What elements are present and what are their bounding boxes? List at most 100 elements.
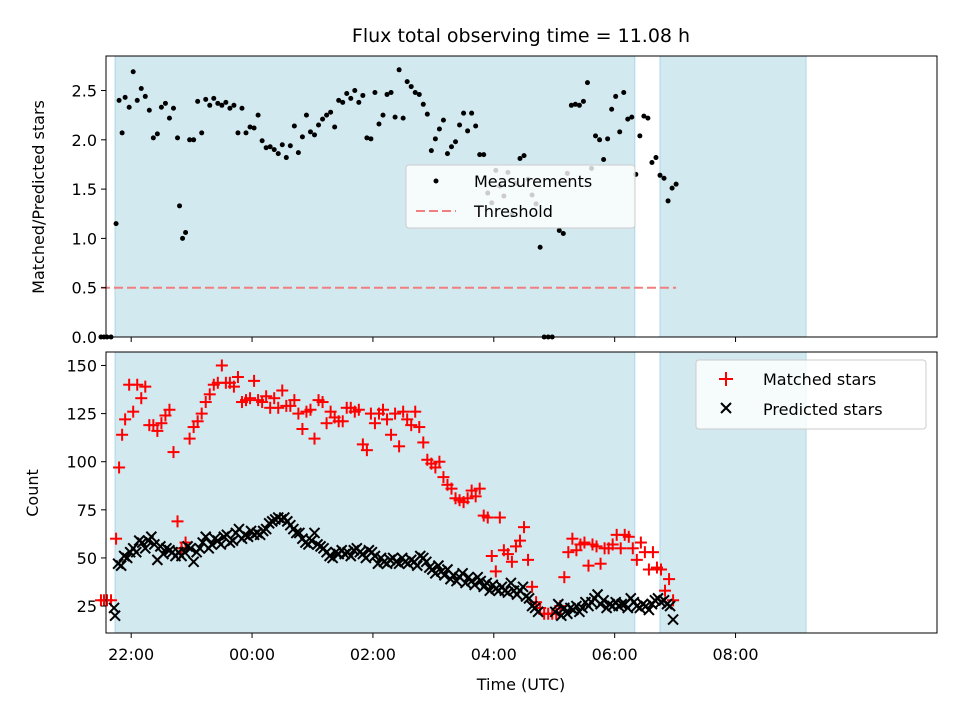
- measurement-point: [162, 100, 168, 106]
- measurement-point: [372, 89, 378, 95]
- matched-star-point: [244, 392, 257, 405]
- predicted-star-point: [293, 527, 306, 539]
- matched-star-point: [493, 511, 506, 524]
- predicted-star-point: [260, 523, 272, 535]
- matched-star-point: [578, 536, 591, 549]
- ratio-y-axis-label: Matched/Predicted stars: [29, 100, 48, 294]
- matched-star-point: [320, 417, 333, 430]
- measurement-point: [601, 157, 607, 163]
- measurement-point: [388, 89, 394, 95]
- measurement-point: [356, 99, 362, 105]
- predicted-star-point: [200, 531, 212, 543]
- measurement-point: [122, 94, 128, 100]
- predicted-star-point: [326, 552, 339, 564]
- measurement-point: [223, 99, 229, 105]
- ratio-legend: Measurements Threshold: [405, 164, 636, 229]
- matched-star-point: [626, 542, 639, 555]
- matched-star-point: [413, 421, 426, 434]
- predicted-star-point: [411, 559, 423, 572]
- measurement-point: [352, 88, 358, 94]
- matched-star-point: [163, 403, 176, 416]
- predicted-star-point: [643, 604, 655, 616]
- matched-star-point: [485, 550, 498, 563]
- measurement-point: [481, 152, 487, 158]
- measurement-point: [142, 93, 148, 99]
- measurement-point: [380, 112, 386, 118]
- y-tick-label: 100: [66, 453, 97, 472]
- measurement-point: [521, 153, 527, 159]
- measurement-point: [637, 133, 643, 139]
- measurement-point: [621, 89, 627, 95]
- matched-star-point: [304, 403, 317, 416]
- predicted-star-point: [115, 559, 127, 572]
- ratio-legend-box: [405, 164, 636, 229]
- measurement-point: [328, 109, 334, 115]
- measurement-point: [473, 123, 479, 129]
- predicted-star-point: [215, 538, 227, 551]
- measurement-point: [146, 107, 152, 113]
- matched-star-point: [501, 548, 514, 561]
- measurement-point: [424, 111, 430, 117]
- measurement-point: [170, 105, 176, 111]
- measurement-point: [444, 151, 450, 157]
- measurement-point: [593, 133, 599, 139]
- matched-star-point: [167, 446, 180, 459]
- count-y-axis-label: Count: [23, 469, 42, 517]
- matched-star-point: [505, 555, 518, 568]
- matched-star-point: [590, 540, 603, 553]
- measurement-point: [453, 139, 459, 145]
- matched-star-point: [155, 417, 168, 430]
- measurement-point: [392, 114, 398, 120]
- matched-star-point: [437, 471, 450, 484]
- predicted-star-point: [206, 538, 218, 551]
- matched-star-point: [248, 374, 261, 387]
- predicted-star-point: [523, 592, 535, 605]
- predicted-star-point: [157, 548, 170, 560]
- matched-star-point: [663, 573, 676, 586]
- measurement-point: [432, 136, 438, 142]
- y-tick-label: 0.5: [72, 279, 97, 298]
- predicted-star-point: [561, 608, 574, 620]
- matched-star-point: [417, 436, 430, 449]
- measurement-point: [195, 98, 201, 104]
- matched-star-point: [513, 534, 526, 547]
- measurement-point: [649, 159, 655, 165]
- measurement-point: [255, 112, 261, 118]
- predicted-star-point: [308, 527, 321, 539]
- matched-star-point: [113, 461, 126, 474]
- matched-star-point: [522, 553, 535, 566]
- matched-star-point: [127, 405, 140, 418]
- measurement-point: [235, 130, 241, 136]
- matched-star-point: [405, 419, 418, 432]
- predicted-star-point: [145, 531, 158, 543]
- measurement-point: [605, 136, 611, 142]
- measurement-point: [211, 95, 217, 101]
- measurement-point: [251, 125, 257, 131]
- y-tick-label: 2.5: [72, 82, 97, 101]
- observing-window-band: [660, 56, 807, 337]
- matched-star-point: [614, 542, 627, 555]
- y-tick-label: 1.0: [72, 229, 97, 248]
- matched-star-point: [272, 401, 285, 414]
- measurement-point: [203, 96, 209, 102]
- measurement-point: [617, 129, 623, 135]
- matched-star-point: [292, 407, 305, 420]
- y-tick-label: 75: [77, 501, 97, 520]
- measurement-point: [629, 114, 635, 120]
- measurement-point: [247, 124, 253, 130]
- matched-star-point: [377, 403, 389, 416]
- ratio-panel-frame: [105, 55, 938, 338]
- matched-star-point: [606, 538, 619, 551]
- matched-star-point: [171, 515, 184, 528]
- predicted-star-point: [187, 556, 200, 568]
- matched-star-point: [489, 565, 502, 578]
- legend-marker-predicted: [720, 402, 732, 414]
- measurement-point: [191, 137, 197, 143]
- x-tick-label: 02:00: [350, 645, 396, 664]
- measurement-point: [376, 121, 382, 127]
- measurement-point: [299, 134, 305, 140]
- matched-star-point: [231, 371, 244, 384]
- measurement-point: [177, 203, 183, 209]
- matched-star-point: [215, 359, 228, 372]
- matched-star-point: [116, 428, 129, 441]
